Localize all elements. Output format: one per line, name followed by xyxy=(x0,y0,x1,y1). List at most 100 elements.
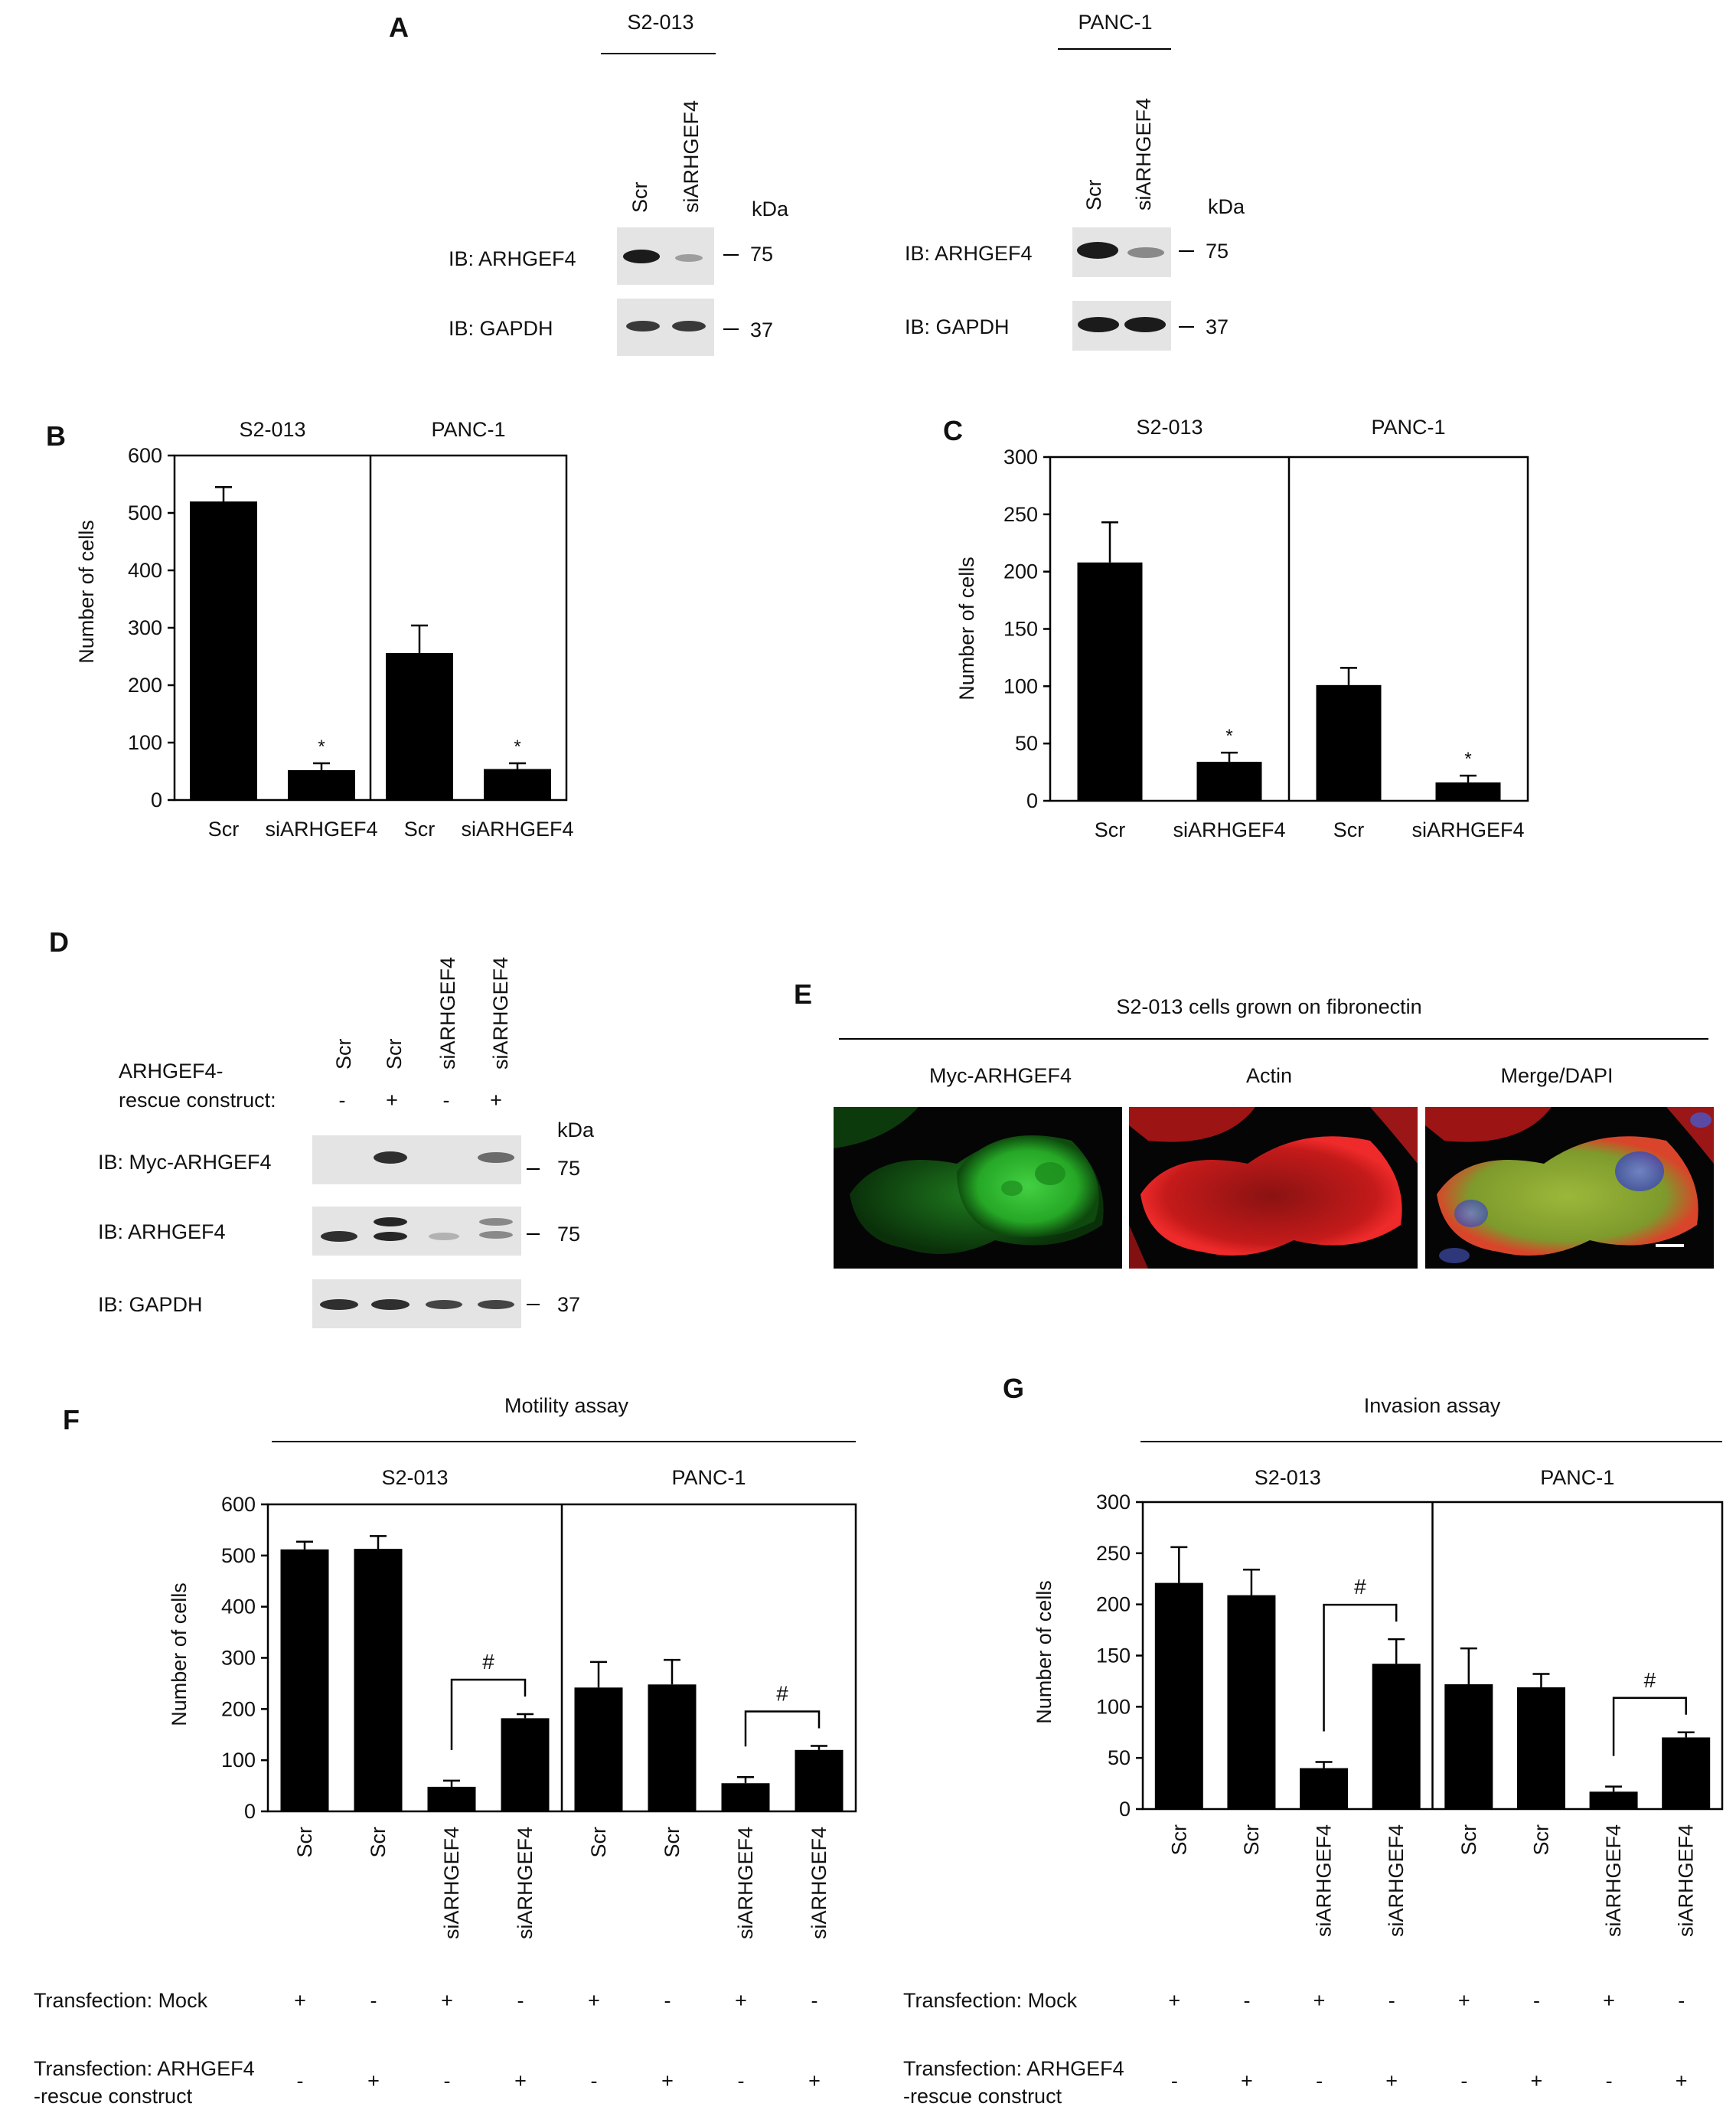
category-label-b-1: siARHGEF4 xyxy=(265,818,377,841)
panel-g-mock-label: Transfection: Mock xyxy=(903,1989,1078,2012)
rescue-sign-g-6: - xyxy=(1606,2069,1613,2092)
bar-g-3 xyxy=(1372,1664,1421,1809)
rescue-sign-g-1: + xyxy=(1241,2069,1253,2092)
rescue-sign-f-1: + xyxy=(367,2069,380,2092)
category-label-f-5: Scr xyxy=(661,1827,684,1858)
panel-a: A S2-013 Scr siARHGEF4 kDa IB: ARHGEF4 7… xyxy=(389,11,1245,356)
chart-g: 0 50 100 150 200 250 300 S2-013 PANC-1 Scr + - Scr - +… xyxy=(1096,1466,1724,2092)
ytick-label-b-0: 0 xyxy=(151,789,162,812)
mock-sign-g-1: - xyxy=(1243,1989,1250,2012)
ytick-label-c-300: 300 xyxy=(1003,446,1038,469)
sig-marker-c-3: * xyxy=(1464,749,1471,769)
mock-sign-g-7: - xyxy=(1678,1989,1685,2012)
bar-c-3 xyxy=(1435,782,1501,801)
ytick-label-g-0: 0 xyxy=(1119,1798,1131,1821)
blot-d-row3-band-4 xyxy=(478,1300,514,1309)
sig-bracket-f-0 xyxy=(450,1678,527,1750)
blot-a-panc1-kda: kDa xyxy=(1208,195,1245,218)
ytick-label-f-300: 300 xyxy=(221,1647,256,1670)
blot-d-construct-label-1: ARHGEF4- xyxy=(119,1060,224,1083)
category-label-c-1: siARHGEF4 xyxy=(1173,818,1285,841)
blot-d-construct-sign-4: + xyxy=(490,1089,502,1112)
blot-d-row2-marker: 75 xyxy=(557,1223,580,1246)
blot-a-s2013-cell: S2-013 xyxy=(627,11,693,34)
blot-a-s2013-row1-band-si xyxy=(675,254,703,262)
ytick-label-c-150: 150 xyxy=(1003,618,1038,641)
rescue-sign-g-2: - xyxy=(1316,2069,1323,2092)
ytick-label-b-600: 600 xyxy=(128,444,162,467)
mock-sign-g-6: + xyxy=(1603,1989,1615,2012)
bar-f-2 xyxy=(427,1786,476,1811)
bar-g-4 xyxy=(1444,1684,1493,1809)
blot-d-lane-1: Scr xyxy=(332,1038,355,1070)
category-label-f-6: siARHGEF4 xyxy=(734,1827,757,1939)
panel-e-title: S2-013 cells grown on fibronectin xyxy=(1116,995,1421,1018)
rescue-sign-f-0: - xyxy=(297,2069,304,2092)
panel-f-letter: F xyxy=(63,1404,80,1435)
rescue-sign-f-5: + xyxy=(661,2069,674,2092)
category-label-g-2: siARHGEF4 xyxy=(1313,1824,1336,1937)
ytick-label-f-0: 0 xyxy=(244,1800,256,1823)
ytick-label-b-500: 500 xyxy=(128,501,162,524)
category-label-f-4: Scr xyxy=(587,1827,610,1858)
panel-e-col-2: Actin xyxy=(1246,1064,1292,1087)
blot-d-row1-label: IB: Myc-ARHGEF4 xyxy=(98,1151,272,1174)
mock-sign-f-6: + xyxy=(735,1989,747,2012)
group-label-b-1: PANC-1 xyxy=(431,418,505,441)
rescue-sign-f-3: + xyxy=(514,2069,527,2092)
blot-a-panc1-row2-marker: 37 xyxy=(1206,315,1229,338)
blot-a-panc1-row1-band-si xyxy=(1127,247,1164,258)
panel-g-rescue-label-1: Transfection: ARHGEF4 xyxy=(903,2057,1124,2080)
panel-c: C Number of cells 0 50 100 150 200 250 300 S2-0… xyxy=(943,415,1529,841)
rescue-sign-g-0: - xyxy=(1171,2069,1178,2092)
bar-f-7 xyxy=(795,1749,844,1811)
category-label-g-1: Scr xyxy=(1240,1824,1263,1856)
panel-e: E S2-013 cells grown on fibronectin Myc-… xyxy=(794,978,1714,1269)
category-label-b-3: siARHGEF4 xyxy=(461,818,573,841)
group-label-c-0: S2-013 xyxy=(1136,416,1202,439)
blot-a-panc1-row1-marker: 75 xyxy=(1206,240,1229,263)
blot-d-row1-band-2 xyxy=(374,1151,407,1164)
category-label-c-3: siARHGEF4 xyxy=(1411,818,1524,841)
sig-marker-b-3: * xyxy=(514,736,520,757)
blot-d-row3-band-1 xyxy=(320,1299,358,1310)
bar-f-1 xyxy=(354,1549,403,1811)
category-label-f-2: siARHGEF4 xyxy=(440,1827,463,1939)
category-label-b-0: Scr xyxy=(208,818,240,841)
category-label-g-0: Scr xyxy=(1167,1824,1190,1856)
blot-a-panc1: PANC-1 Scr siARHGEF4 kDa IB: ARHGEF4 75 … xyxy=(905,11,1245,351)
ytick-label-f-200: 200 xyxy=(221,1697,256,1720)
mock-sign-f-3: - xyxy=(517,1989,524,2012)
sig-symbol-g-1: # xyxy=(1644,1668,1656,1692)
chart-c: 0 50 100 150 200 250 300 S2-013 PANC-1 Scr * siARHG… xyxy=(1003,416,1529,841)
mock-sign-g-5: - xyxy=(1533,1989,1540,2012)
group-label-f-1: PANC-1 xyxy=(671,1466,746,1489)
bar-c-1 xyxy=(1196,762,1262,801)
rescue-sign-f-6: - xyxy=(738,2069,745,2092)
panel-g: G Invasion assay Number of cells 0 50 100 1… xyxy=(903,1373,1724,2108)
bar-f-3 xyxy=(501,1718,550,1811)
blot-a-panc1-lane-si: siARHGEF4 xyxy=(1132,98,1155,211)
sig-bracket-g-1 xyxy=(1612,1697,1687,1756)
panel-b-ylabel: Number of cells xyxy=(75,520,98,664)
ytick-label-f-400: 400 xyxy=(221,1595,256,1618)
panel-c-ylabel: Number of cells xyxy=(955,557,978,701)
ytick-label-g-100: 100 xyxy=(1096,1695,1131,1718)
bar-f-0 xyxy=(280,1549,329,1811)
blot-a-s2013-row1-label: IB: ARHGEF4 xyxy=(449,247,576,270)
mock-sign-f-0: + xyxy=(294,1989,306,2012)
ytick-label-b-100: 100 xyxy=(128,731,162,754)
rescue-sign-g-4: - xyxy=(1460,2069,1467,2092)
bar-b-2 xyxy=(386,653,453,800)
panel-f: F Motility assay Number of cells 0 100 200… xyxy=(34,1394,857,2108)
blot-a-s2013-row1-band-scr xyxy=(623,250,660,263)
mock-sign-g-0: + xyxy=(1168,1989,1180,2012)
micrograph-merge-dapi xyxy=(1425,1107,1714,1269)
blot-d-row1-band-4 xyxy=(478,1152,514,1163)
ytick-label-b-300: 300 xyxy=(128,616,162,639)
group-label-c-1: PANC-1 xyxy=(1371,416,1445,439)
panel-f-rescue-label-1: Transfection: ARHGEF4 xyxy=(34,2057,255,2080)
category-label-b-2: Scr xyxy=(404,818,436,841)
blot-a-s2013-row2-marker: 37 xyxy=(750,318,773,341)
blot-a-panc1-row2-band-scr xyxy=(1078,317,1119,332)
